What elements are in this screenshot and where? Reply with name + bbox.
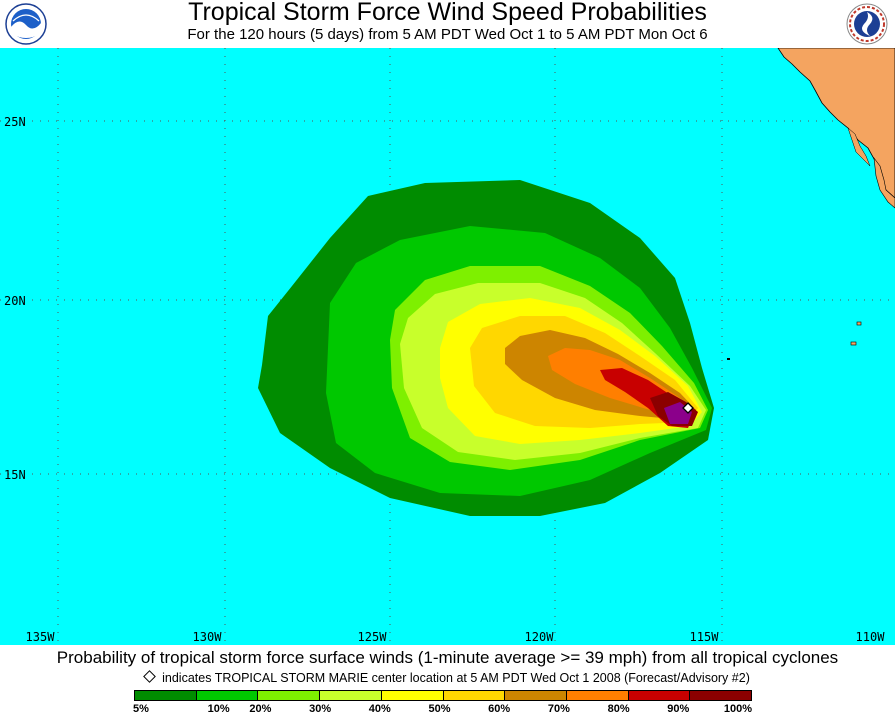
- center-note-text: indicates TROPICAL STORM MARIE center lo…: [162, 671, 750, 685]
- legend-label: 40%: [368, 703, 391, 715]
- legend-swatch: [504, 691, 566, 700]
- legend-swatch: [565, 691, 628, 700]
- legend-label: 70%: [547, 703, 570, 715]
- legend-swatch: [135, 691, 196, 700]
- legend-label: 100%: [723, 703, 753, 715]
- legend-swatch: [380, 691, 443, 700]
- lat-label-20n: 20N: [4, 294, 26, 308]
- legend-label: 10%: [207, 703, 230, 715]
- lat-label-25n: 25N: [4, 115, 26, 129]
- storm-center-diamond-icon: [682, 402, 694, 414]
- lon-label-130w: 130W: [193, 630, 223, 644]
- island: [850, 341, 857, 346]
- legend-swatch: [257, 691, 320, 700]
- lon-label-135w: 135W: [26, 630, 56, 644]
- legend-label: 5%: [133, 703, 149, 715]
- probability-contours: [258, 180, 714, 516]
- legend-label: 20%: [249, 703, 272, 715]
- lon-label-115w: 115W: [690, 630, 720, 644]
- legend-swatch: [442, 691, 505, 700]
- diamond-icon: [143, 670, 156, 683]
- baja-california-land: [777, 48, 895, 209]
- center-note: indicates TROPICAL STORM MARIE center lo…: [0, 670, 895, 686]
- lon-label-125w: 125W: [358, 630, 388, 644]
- legend-label: 30%: [309, 703, 332, 715]
- page-subtitle: For the 120 hours (5 days) from 5 AM PDT…: [187, 26, 708, 43]
- legend-label: 50%: [428, 703, 451, 715]
- lon-label-110w: 110W: [856, 630, 886, 644]
- map-header: Tropical Storm Force Wind Speed Probabil…: [0, 0, 895, 48]
- probability-map: 25N 20N 15N 135W 130W 125W 120W 115W 110…: [0, 48, 895, 645]
- lat-label-15n: 15N: [4, 468, 26, 482]
- legend-label: 90%: [667, 703, 690, 715]
- legend-swatch: [689, 691, 752, 700]
- probability-caption: Probability of tropical storm force surf…: [56, 648, 839, 667]
- lon-label-120w: 120W: [525, 630, 555, 644]
- map-footer: Probability of tropical storm force surf…: [0, 645, 895, 716]
- map-canvas: 25N 20N 15N 135W 130W 125W 120W 115W 110…: [0, 48, 895, 645]
- noaa-logo-icon: [5, 3, 47, 45]
- legend-swatch: [627, 691, 690, 700]
- probability-legend: [134, 690, 752, 701]
- page-title: Tropical Storm Force Wind Speed Probabil…: [188, 0, 707, 26]
- nws-logo-icon: [846, 3, 888, 45]
- island: [856, 321, 862, 326]
- island: [727, 358, 730, 360]
- legend-swatch: [319, 691, 381, 700]
- legend-labels: 5% 10% 20% 30% 40% 50% 60% 70% 80% 90% 100%: [0, 703, 895, 717]
- legend-label: 80%: [607, 703, 630, 715]
- legend-label: 60%: [488, 703, 511, 715]
- legend-swatch: [195, 691, 258, 700]
